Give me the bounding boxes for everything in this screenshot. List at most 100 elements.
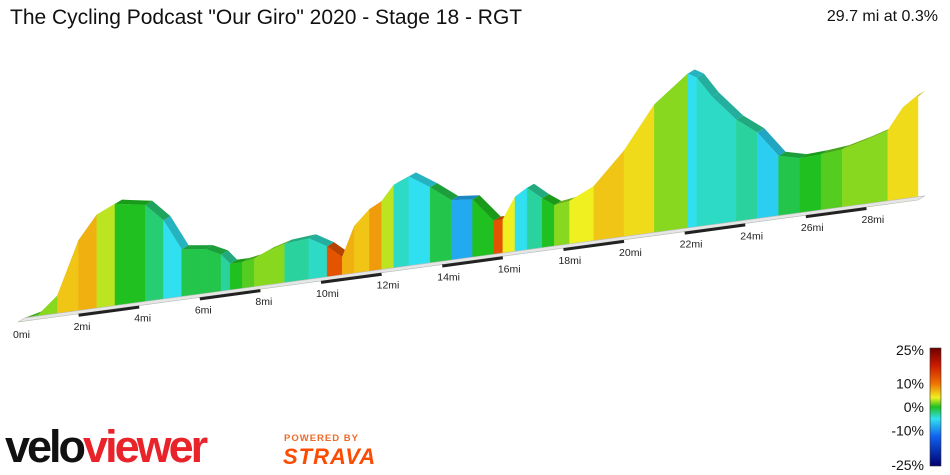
profile-segment: [799, 154, 822, 217]
distance-gradient-summary: 29.7 mi at 0.3%: [826, 8, 938, 25]
distance-tick-label: 0mi: [13, 329, 30, 341]
profile-top-segment: [736, 115, 765, 133]
profile-segment: [569, 185, 594, 248]
profile-segment: [735, 119, 758, 225]
profile-top-segment: [230, 258, 250, 264]
profile-segment: [342, 225, 355, 279]
distance-tick-label: 2mi: [74, 321, 91, 333]
distance-tick-label: 18mi: [558, 255, 581, 267]
strava-logo: STRAVA: [283, 444, 377, 469]
profile-segment: [266, 243, 285, 289]
profile-segment: [242, 258, 255, 292]
profile-segment: [514, 187, 528, 255]
profile-top-segment: [711, 92, 744, 120]
profile-top-segment: [821, 145, 850, 155]
profile-top-segment: [408, 172, 438, 188]
distance-tick-label: 16mi: [498, 263, 521, 275]
gradient-legend: 25% 10% 0% -10% -25%: [891, 342, 942, 473]
profile-segment: [181, 249, 207, 301]
profile-top-segment: [757, 128, 786, 156]
profile-top-segment: [242, 254, 262, 263]
profile-segment: [493, 219, 504, 258]
logo-velo-text: velo: [5, 421, 86, 472]
distance-scale-bar: [805, 206, 867, 219]
profile-segment: [354, 208, 370, 277]
profile-segment: [654, 73, 688, 236]
profile-top-segment: [181, 245, 213, 250]
distance-tick-label: 12mi: [377, 280, 400, 292]
distance-scale-bar: [684, 223, 746, 235]
distance-scale-bar: [78, 305, 140, 317]
distance-tick-label: 4mi: [134, 313, 151, 325]
gradient-scale-label: 10%: [896, 375, 924, 391]
profile-segment: [711, 96, 737, 229]
profile-top-segment: [430, 183, 459, 201]
distance-tick-label: 24mi: [740, 230, 763, 242]
profile-top-segment: [687, 69, 704, 78]
profile-segment: [502, 196, 516, 257]
profile-segment: [393, 176, 410, 272]
profile-segment: [593, 150, 625, 245]
profile-segment: [778, 155, 801, 220]
distance-tick-label: 28mi: [861, 214, 884, 226]
distance-tick-label: 26mi: [801, 222, 824, 234]
distance-scale-bar: [563, 239, 625, 252]
profile-top-segment: [842, 135, 874, 150]
profile-segment: [96, 203, 116, 312]
distance-tick-label: 8mi: [255, 296, 272, 308]
profile-segment: [902, 94, 919, 203]
profile-segment: [623, 103, 655, 241]
profile-segment: [284, 238, 310, 287]
distance-tick-label: 14mi: [437, 271, 460, 283]
gradient-scale-label: 0%: [904, 399, 924, 415]
profile-segment: [254, 251, 267, 291]
profile-segment: [866, 130, 888, 208]
profile-top-segment: [472, 195, 501, 221]
profile-top-segment: [114, 199, 153, 205]
profile-segment: [308, 238, 328, 283]
distance-tick-label: 22mi: [680, 239, 703, 251]
chart-title: The Cycling Podcast "Our Giro" 2020 - St…: [10, 6, 523, 29]
profile-top-segment: [799, 150, 829, 159]
profile-segment: [408, 176, 431, 270]
profile-segment: [554, 200, 570, 250]
profile-top-segment: [542, 194, 562, 206]
profile-segment: [887, 106, 904, 205]
profile-segment: [696, 77, 713, 231]
profile-segment: [820, 149, 843, 214]
profile-segment: [687, 73, 697, 232]
gradient-scale-label: 25%: [896, 342, 924, 358]
powered-by-label: POWERED BY: [284, 433, 359, 444]
distance-tick-label: 6mi: [195, 304, 212, 316]
profile-top-segment: [266, 239, 292, 252]
profile-top-segment: [221, 250, 238, 264]
profile-top-segment: [451, 195, 480, 201]
distance-scale-bar: [320, 272, 382, 284]
gradient-scale-label: -10%: [891, 423, 924, 439]
profile-faces: [17, 69, 925, 323]
profile-top-segment: [205, 245, 229, 255]
profile-top-segment: [554, 196, 577, 206]
profile-segment: [542, 198, 555, 252]
distance-scale-bar: [442, 256, 504, 268]
distance-tick-label: 10mi: [316, 288, 339, 300]
profile-top-segment: [284, 234, 316, 244]
gradient-scale-label: -25%: [891, 457, 924, 473]
profile-segment: [526, 187, 543, 254]
profile-top-segment: [163, 216, 189, 250]
distance-scale-bar: [199, 289, 261, 301]
profile-top-segment: [696, 73, 719, 97]
profile-segment: [205, 249, 222, 297]
distance-ticks: 0mi 2mi 4mi 6mi 8mi 10mi 12mi 14mi 16mi 18mi 20mi 2…: [13, 214, 884, 341]
profile-top-segment: [866, 126, 895, 140]
distance-tick-label: 20mi: [619, 247, 642, 259]
veloviewer-logo: veloviewer: [5, 421, 208, 472]
profile-segment: [451, 199, 473, 264]
profile-top-segment: [308, 234, 335, 247]
profile-top-segment: [145, 200, 171, 221]
profile-segment: [369, 200, 382, 275]
profile-segment: [429, 187, 452, 267]
profile-segment: [114, 203, 146, 310]
profile-top-segment: [527, 183, 550, 199]
